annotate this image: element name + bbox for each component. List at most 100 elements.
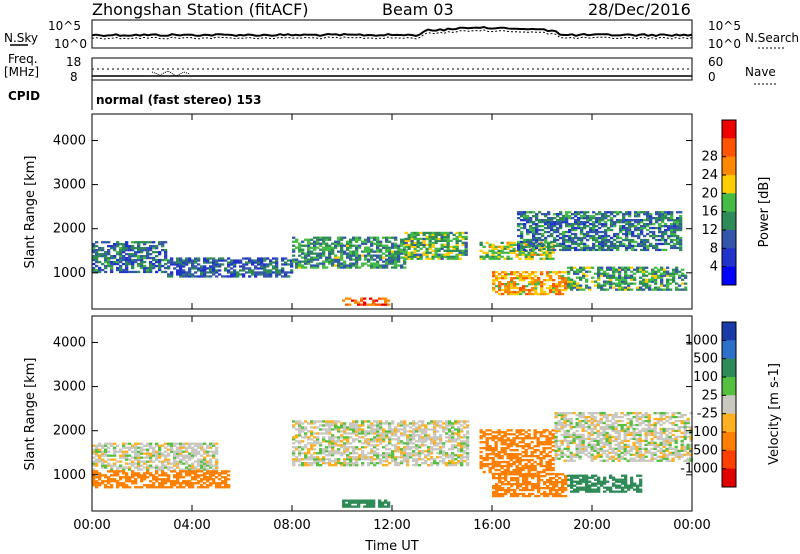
heatmap-cell [497,249,501,252]
heatmap-cell [128,442,132,445]
heatmap-cell [116,268,120,272]
heatmap-cell [634,221,638,224]
heatmap-cell [649,230,653,234]
heatmap-cell [104,258,108,262]
heatmap-cell [346,432,350,435]
heatmap-cell [122,468,126,471]
heatmap-cell [316,252,320,255]
heatmap-cell [387,299,391,302]
heatmap-cell [215,452,219,455]
heatmap-cell [298,242,302,245]
heatmap-cell [673,219,677,222]
heatmap-cell [560,412,564,415]
heatmap-cell [526,240,530,244]
heatmap-cell [98,260,102,264]
heatmap-cell [212,442,216,445]
heatmap-cell [418,430,422,433]
heatmap-cell [215,486,219,489]
heatmap-cell [352,254,356,257]
heatmap-cell [322,252,326,255]
heatmap-cell [599,449,603,452]
heatmap-cell [119,251,123,254]
heatmap-cell [331,258,335,261]
heatmap-cell [173,442,177,445]
heatmap-cell [509,429,513,432]
heatmap-cell [631,232,635,236]
heatmap-cell [397,422,401,425]
heatmap-cell [209,478,213,481]
heatmap-cell [364,432,368,435]
heatmap-cell [290,269,294,272]
heatmap-cell [197,257,201,260]
heatmap-cell [307,240,311,243]
heatmap-cell [573,282,577,285]
heatmap-cell [227,275,231,278]
heatmap-cell [494,443,498,446]
heatmap-cell [325,450,329,453]
heatmap-cell [531,271,535,274]
heatmap-cell [618,288,622,291]
heatmap-cell [322,448,326,451]
heatmap-cell [485,443,489,446]
heatmap-cell [556,221,560,224]
heatmap-cell [595,230,599,234]
heatmap-cell [604,223,608,226]
heatmap-cell [290,261,294,264]
heatmap-cell [666,280,670,283]
heatmap-cell [334,452,338,455]
heatmap-cell [658,213,662,216]
heatmap-cell [578,425,582,429]
heatmap-cell [104,253,108,256]
heatmap-cell [590,419,594,423]
heatmap-cell [615,278,619,281]
heatmap-cell [543,475,547,478]
heatmap-cell [200,458,204,461]
heatmap-cell [313,442,317,445]
heatmap-cell [406,458,410,461]
heatmap-cell [137,245,141,248]
heatmap-cell [95,249,99,252]
heatmap-cell [517,242,521,246]
heatmap-cell [545,447,549,450]
heatmap-cell [257,261,261,264]
heatmap-cell [569,433,573,437]
heatmap-cell [518,441,522,444]
heatmap-cell [554,439,558,443]
heatmap-cell [361,446,365,449]
heatmap-cell [373,250,377,253]
heatmap-cell [427,454,431,457]
heatmap-cell [188,464,192,467]
heatmap-cell [373,450,377,453]
heatmap-cell [209,464,213,467]
heatmap-cell [621,286,625,289]
heatmap-cell [191,476,195,479]
heatmap-cell [415,454,419,457]
heatmap-cell [209,450,213,453]
heatmap-cell [451,456,455,459]
heatmap-cell [269,261,273,264]
heatmap-cell [535,215,539,218]
heatmap-cell [532,238,536,242]
heatmap-cell [586,238,590,242]
heatmap-cell [212,452,216,455]
heatmap-cell [191,456,195,459]
heatmap-cell [522,494,526,498]
heatmap-cell [203,259,207,262]
heatmap-cell [409,454,413,457]
heatmap-cell [457,448,461,451]
heatmap-cell [515,453,519,456]
heatmap-cell [485,457,489,460]
heatmap-cell [298,460,302,463]
heatmap-cell [583,215,587,218]
heatmap-cell [343,450,347,453]
heatmap-cell [642,272,646,275]
heatmap-cell [609,286,613,289]
heatmap-cell [630,270,634,273]
heatmap-cell [161,452,165,455]
heatmap-cell [583,213,587,216]
heatmap-cell [452,249,456,252]
heatmap-cell [143,476,147,479]
heatmap-cell [357,505,361,508]
heatmap-cell [531,286,535,290]
heatmap-cell [501,473,505,476]
